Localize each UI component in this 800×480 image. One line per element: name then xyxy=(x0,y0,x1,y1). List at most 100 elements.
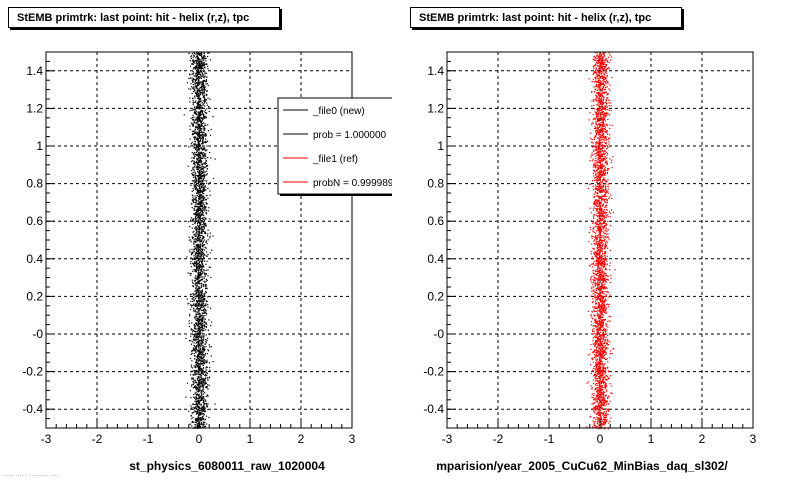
right-data-point xyxy=(595,325,597,327)
left-data-point xyxy=(200,248,202,250)
right-data-point xyxy=(594,191,596,193)
left-data-point xyxy=(195,387,197,389)
left-data-point xyxy=(206,112,208,114)
right-data-point xyxy=(601,67,604,69)
left-data-point xyxy=(198,373,201,375)
left-data-point xyxy=(203,359,205,361)
left-data-point xyxy=(195,118,197,120)
left-data-point xyxy=(191,352,193,355)
left-data-point xyxy=(201,411,203,413)
left-data-point xyxy=(195,204,197,206)
left-data-point xyxy=(202,113,204,116)
left-data-point xyxy=(197,58,199,60)
left-data-point xyxy=(197,143,199,145)
left-data-point xyxy=(200,395,202,397)
right-data-point xyxy=(601,90,603,92)
left-data-point xyxy=(192,259,194,261)
left-data-point xyxy=(196,387,198,389)
left-data-point xyxy=(204,246,206,249)
left-data-point xyxy=(200,204,202,206)
left-data-point xyxy=(197,385,199,387)
right-data-point xyxy=(602,392,604,394)
left-data-point xyxy=(195,59,197,61)
right-data-point xyxy=(597,247,599,249)
left-data-point xyxy=(199,74,202,76)
left-data-point xyxy=(197,365,199,367)
left-data-point xyxy=(200,176,202,178)
left-data-point xyxy=(192,68,194,70)
right-data-point xyxy=(593,104,595,106)
left-data-point xyxy=(204,408,206,410)
left-data-point xyxy=(203,371,206,373)
left-data-point xyxy=(207,388,209,390)
left-data-point xyxy=(194,195,196,197)
left-data-point xyxy=(199,265,201,267)
left-data-point xyxy=(194,132,196,135)
right-data-point xyxy=(601,87,603,89)
right-data-point xyxy=(601,407,603,409)
left-data-point xyxy=(194,403,196,405)
right-data-point xyxy=(605,258,607,261)
left-data-point xyxy=(200,173,202,175)
left-data-point xyxy=(189,138,191,140)
right-data-point xyxy=(602,418,604,420)
left-data-point xyxy=(199,54,201,56)
right-data-point xyxy=(595,223,598,225)
left-data-point xyxy=(196,362,198,364)
left-data-point xyxy=(197,252,199,254)
left-data-point xyxy=(196,203,198,205)
right-data-point xyxy=(592,222,594,224)
left-data-point xyxy=(200,418,203,420)
left-data-point xyxy=(191,385,193,387)
right-data-point xyxy=(599,64,601,66)
left-data-point xyxy=(201,304,203,306)
left-data-point xyxy=(198,89,200,91)
right-data-point xyxy=(606,190,608,192)
right-data-point xyxy=(606,215,608,217)
left-data-point xyxy=(200,372,202,374)
left-data-point xyxy=(201,398,203,400)
left-data-point xyxy=(205,72,207,74)
right-data-point xyxy=(599,61,601,63)
left-data-point xyxy=(195,385,197,387)
left-data-point xyxy=(204,166,206,168)
left-data-point xyxy=(203,132,205,134)
right-data-point xyxy=(600,392,602,394)
left-data-point xyxy=(204,361,206,363)
left-data-point xyxy=(199,205,202,207)
left-data-point xyxy=(201,194,203,196)
left-data-point xyxy=(206,164,208,167)
left-data-point xyxy=(204,383,206,385)
right-data-point xyxy=(605,136,607,138)
left-data-point xyxy=(195,340,197,342)
right-data-point xyxy=(595,81,597,83)
left-data-point xyxy=(199,314,201,316)
right-data-point xyxy=(607,118,609,121)
left-y-tick-label: -0.4 xyxy=(22,402,43,416)
left-data-point xyxy=(201,112,203,114)
right-data-point xyxy=(606,200,608,202)
right-data-point xyxy=(604,373,606,375)
left-data-point xyxy=(208,377,210,379)
left-data-point xyxy=(194,111,196,113)
left-data-point xyxy=(199,82,201,84)
left-data-point xyxy=(200,177,202,179)
right-data-point xyxy=(590,253,592,255)
left-data-point xyxy=(199,190,201,192)
left-data-point xyxy=(195,380,197,382)
left-data-point xyxy=(193,241,195,243)
left-data-point xyxy=(205,372,207,374)
right-data-point xyxy=(595,242,598,244)
right-data-point xyxy=(603,136,605,139)
right-data-point xyxy=(600,112,602,114)
right-data-point xyxy=(588,241,590,243)
right-data-point xyxy=(595,342,597,344)
left-data-point xyxy=(202,221,205,223)
left-data-point xyxy=(197,231,199,233)
right-data-point xyxy=(596,377,598,379)
left-data-point xyxy=(197,265,199,268)
left-data-point xyxy=(198,203,200,206)
left-data-point xyxy=(204,273,206,275)
left-data-point xyxy=(197,239,200,241)
left-data-point xyxy=(206,94,208,96)
